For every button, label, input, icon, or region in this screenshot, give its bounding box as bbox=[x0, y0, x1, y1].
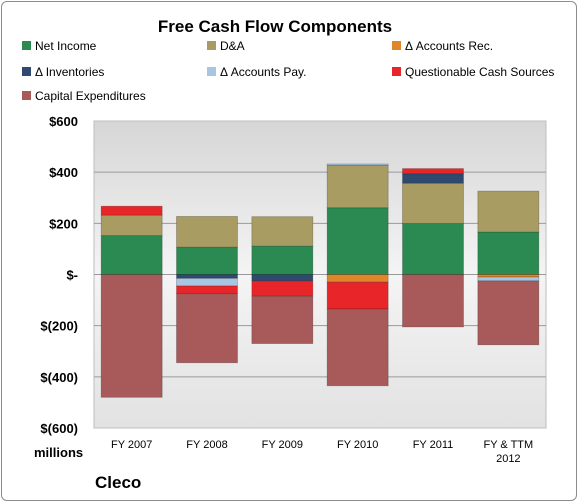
bar-segment bbox=[251, 245, 314, 275]
y-tick-label: $(400) bbox=[40, 370, 78, 385]
legend-swatch bbox=[392, 41, 401, 50]
bar-segment bbox=[176, 274, 238, 279]
legend-swatch bbox=[22, 41, 31, 50]
bar-segment bbox=[251, 216, 314, 247]
gridlines bbox=[94, 171, 546, 378]
bar-segment bbox=[402, 168, 464, 175]
legend-label: Δ Accounts Pay. bbox=[220, 65, 307, 79]
legend-label: Capital Expenditures bbox=[35, 89, 146, 103]
legend-swatch bbox=[207, 41, 216, 50]
legend: Net Income D&A Δ Accounts Rec. Δ Inventorie… bbox=[22, 39, 554, 103]
bar-segment bbox=[100, 274, 163, 398]
y-axis-ticks: $600 $400 $200 $- $(200) $(400) $(600) bbox=[40, 114, 78, 436]
y-tick-label: $200 bbox=[49, 216, 78, 231]
bar-segment bbox=[176, 285, 238, 295]
bar-segment bbox=[326, 281, 389, 310]
unit-label: millions bbox=[34, 445, 83, 460]
bar-segment bbox=[402, 274, 464, 328]
bar-segment bbox=[176, 293, 238, 364]
bar-segment bbox=[326, 207, 389, 275]
bar-segment bbox=[100, 235, 163, 275]
y-tick-label: $(600) bbox=[40, 421, 78, 436]
bar-segment bbox=[326, 308, 389, 387]
x-tick-label: 2012 bbox=[496, 453, 520, 465]
legend-swatch bbox=[207, 67, 216, 76]
bar-segment bbox=[326, 164, 389, 209]
legend-label: Δ Inventories bbox=[35, 65, 104, 79]
bar-segment bbox=[176, 277, 238, 287]
company-label: Cleco bbox=[95, 473, 141, 492]
bar-segment bbox=[477, 280, 540, 346]
x-tick-label: FY 2009 bbox=[262, 439, 303, 451]
x-tick-label: FY 2007 bbox=[111, 439, 152, 451]
x-tick-label: FY & TTM bbox=[483, 439, 533, 451]
bar-segment bbox=[477, 276, 540, 282]
x-tick-label: FY 2011 bbox=[413, 439, 454, 451]
y-tick-label: $600 bbox=[49, 114, 78, 129]
x-axis-ticks: FY 2007 FY 2008 FY 2009 FY 2010 FY 2011 FY & … bbox=[111, 439, 533, 465]
bar-segment bbox=[251, 280, 314, 297]
bar-segment bbox=[402, 182, 464, 224]
legend-label: Net Income bbox=[35, 39, 97, 53]
y-tick-label: $400 bbox=[49, 165, 78, 180]
bar-segment bbox=[100, 214, 163, 237]
bars bbox=[100, 163, 540, 398]
bar-segment bbox=[402, 173, 464, 184]
legend-label: Δ Accounts Rec. bbox=[405, 39, 493, 53]
bar-segment bbox=[477, 231, 540, 275]
x-tick-label: FY 2010 bbox=[337, 439, 378, 451]
y-tick-label: $(200) bbox=[40, 319, 78, 334]
bar-segment bbox=[176, 246, 238, 275]
legend-swatch bbox=[22, 67, 31, 76]
legend-swatch bbox=[22, 91, 31, 100]
bar-segment bbox=[326, 274, 389, 283]
bar-segment bbox=[402, 223, 464, 275]
y-tick-label: $- bbox=[66, 268, 78, 283]
x-tick-label: FY 2008 bbox=[186, 439, 227, 451]
bar-segment bbox=[477, 190, 540, 233]
legend-label: D&A bbox=[220, 39, 245, 53]
chart-title: Free Cash Flow Components bbox=[158, 17, 392, 36]
bar-segment bbox=[251, 295, 314, 344]
bar-segment bbox=[100, 205, 163, 216]
bar-segment bbox=[251, 274, 314, 282]
legend-swatch bbox=[392, 67, 401, 76]
legend-label: Questionable Cash Sources bbox=[405, 65, 554, 79]
bar-segment bbox=[176, 216, 238, 248]
bar-segment bbox=[326, 163, 389, 166]
